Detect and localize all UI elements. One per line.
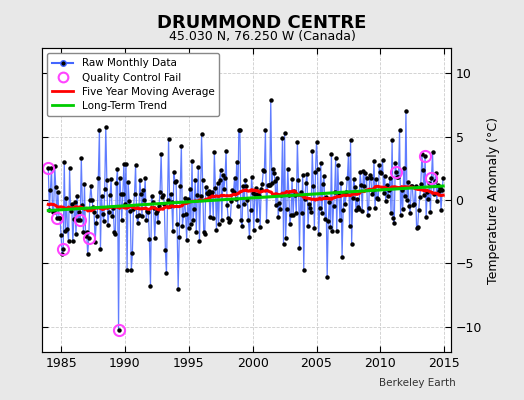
Text: Berkeley Earth: Berkeley Earth: [379, 378, 456, 388]
Legend: Raw Monthly Data, Quality Control Fail, Five Year Moving Average, Long-Term Tren: Raw Monthly Data, Quality Control Fail, …: [47, 53, 220, 116]
Text: DRUMMOND CENTRE: DRUMMOND CENTRE: [157, 14, 367, 32]
Y-axis label: Temperature Anomaly (°C): Temperature Anomaly (°C): [487, 116, 500, 284]
Text: 45.030 N, 76.250 W (Canada): 45.030 N, 76.250 W (Canada): [169, 30, 355, 43]
